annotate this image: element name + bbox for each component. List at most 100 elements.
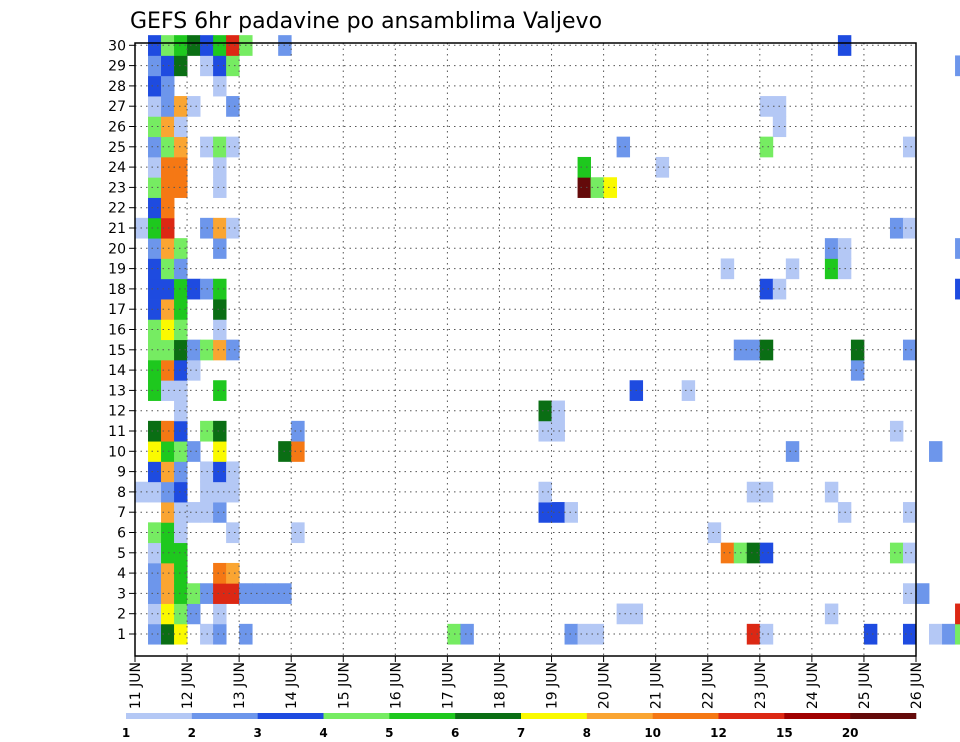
y-tick-label: 21 <box>108 221 126 237</box>
precip-cell <box>759 481 774 503</box>
precip-cell <box>213 441 227 462</box>
precip-cell <box>148 136 162 158</box>
y-tick-label: 5 <box>117 546 126 562</box>
precip-cell <box>213 75 227 97</box>
legend-swatch <box>126 713 193 719</box>
legend-swatch <box>521 713 588 719</box>
y-tick-label: 1 <box>117 627 126 643</box>
precip-cell <box>226 562 240 584</box>
precip-cell <box>538 400 552 422</box>
precip-cell <box>564 502 578 523</box>
y-tick-label: 4 <box>117 566 126 582</box>
precip-cell <box>187 278 201 300</box>
x-tick-label: 13 JUN <box>232 662 248 709</box>
y-tick-label: 29 <box>108 59 126 75</box>
precip-cell <box>616 136 631 158</box>
precip-cell <box>226 136 240 158</box>
precip-cell <box>902 542 917 564</box>
precip-cell <box>226 461 240 483</box>
y-tick-label: 12 <box>108 404 126 420</box>
precip-cell <box>161 339 175 361</box>
precip-cell <box>538 420 552 442</box>
y-axis-member-labels: 1234567891011121314151617181920212223242… <box>108 38 135 643</box>
y-tick-label: 2 <box>117 607 126 623</box>
precip-cell <box>148 319 162 341</box>
precip-cell <box>889 217 904 239</box>
precip-cell <box>174 461 188 483</box>
precip-cell <box>902 136 917 158</box>
y-tick-label: 3 <box>117 586 126 602</box>
precip-cell <box>707 522 722 544</box>
precip-cell <box>161 217 175 239</box>
precip-cell <box>538 481 552 503</box>
precip-cell <box>889 420 904 442</box>
y-tick-label: 22 <box>108 201 126 217</box>
precip-cell <box>213 35 227 56</box>
precip-cell <box>187 583 201 604</box>
precip-cell <box>929 441 943 462</box>
precip-cell <box>889 542 904 564</box>
legend-swatch <box>323 713 390 719</box>
legend-swatch <box>455 713 522 719</box>
precip-cell <box>148 278 162 300</box>
x-tick-label: 16 JUN <box>388 662 404 709</box>
precip-cell <box>174 55 188 77</box>
precip-cell <box>148 299 162 320</box>
precip-cell <box>213 55 227 77</box>
precip-cell <box>148 583 162 604</box>
precip-cell <box>916 583 930 604</box>
precip-cell <box>148 380 162 401</box>
precip-cell <box>161 441 175 462</box>
x-tick-label: 18 JUN <box>492 662 508 709</box>
y-tick-label: 18 <box>108 282 126 298</box>
precip-cell <box>213 278 227 300</box>
precip-cell <box>161 35 175 56</box>
precip-cell <box>226 339 240 361</box>
precip-cell <box>161 238 175 259</box>
x-tick-label: 23 JUN <box>753 662 769 709</box>
precip-cell <box>746 481 761 503</box>
precip-cell <box>850 339 865 361</box>
precip-cell <box>174 136 188 158</box>
dotted-grid <box>135 43 916 656</box>
precip-cell <box>213 136 227 158</box>
precip-cell <box>929 623 943 645</box>
legend-label: 7 <box>517 726 525 740</box>
precip-cell <box>161 55 175 77</box>
precip-cell <box>538 502 552 523</box>
y-tick-label: 11 <box>108 424 126 440</box>
precip-cell <box>213 217 227 239</box>
precip-cell <box>226 217 240 239</box>
precip-cell <box>148 258 162 280</box>
precip-cell <box>265 583 279 604</box>
precip-cell <box>681 380 696 401</box>
precip-cell <box>161 420 175 442</box>
precip-cell <box>174 96 188 117</box>
precip-cell <box>187 502 201 523</box>
precip-cell <box>603 177 618 198</box>
precip-cell <box>187 603 201 625</box>
precip-cell <box>824 258 839 280</box>
legend-label: 8 <box>583 726 591 740</box>
precip-cell <box>902 502 917 523</box>
precip-cell <box>148 238 162 259</box>
legend-label: 4 <box>319 726 327 740</box>
chart-title: GEFS 6hr padavine po ansamblima Valjevo <box>130 9 602 34</box>
precip-cell <box>955 238 960 259</box>
precip-cell <box>902 623 917 645</box>
x-tick-label: 22 JUN <box>701 662 717 709</box>
precip-cell <box>161 481 175 503</box>
precip-cell <box>148 359 162 381</box>
legend-label: 20 <box>842 726 859 740</box>
precip-cell <box>759 278 774 300</box>
precip-cell <box>174 258 188 280</box>
x-tick-label: 14 JUN <box>284 662 300 709</box>
precip-cell <box>174 623 188 645</box>
precip-cell <box>174 339 188 361</box>
x-tick-label: 11 JUN <box>128 662 144 709</box>
precip-cell <box>955 623 960 645</box>
precip-cell <box>161 136 175 158</box>
precip-cell <box>148 55 162 77</box>
precip-cell <box>174 156 188 178</box>
